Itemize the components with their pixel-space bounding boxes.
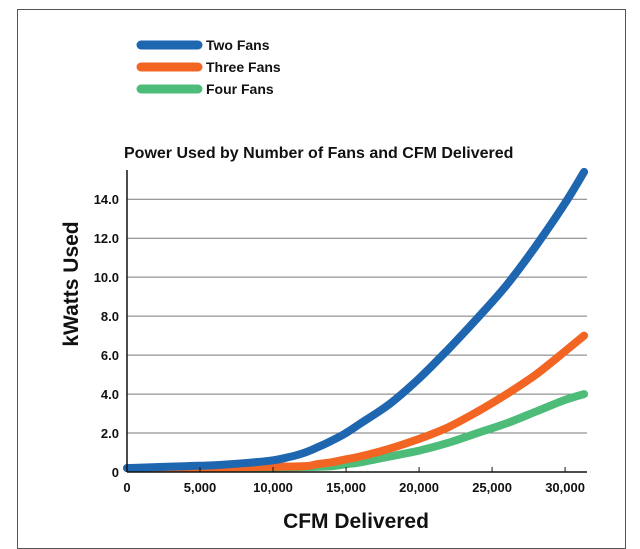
y-tick-label: 14.0 [94, 192, 119, 207]
y-tick-label: 0 [112, 465, 119, 480]
legend-label: Three Fans [206, 59, 281, 75]
legend-label: Four Fans [206, 81, 274, 97]
chart-frame [17, 9, 626, 549]
y-tick-label: 6.0 [101, 348, 119, 363]
series-line-two-fans [123, 167, 589, 473]
y-axis-label: kWatts Used [60, 221, 83, 346]
legend-label: Two Fans [206, 37, 270, 53]
x-tick-label: 15,000 [326, 480, 366, 495]
y-tick-label: 2.0 [101, 426, 119, 441]
x-tick-label: 25,000 [472, 480, 512, 495]
x-tick-label: 10,000 [253, 480, 293, 495]
chart-title: Power Used by Number of Fans and CFM Del… [124, 145, 513, 162]
x-tick-label: 5,000 [184, 480, 217, 495]
grid-lines [127, 198, 587, 434]
y-tick-label: 4.0 [101, 387, 119, 402]
x-tick-label: 30,000 [545, 480, 585, 495]
x-axis-label: CFM Delivered [283, 510, 429, 533]
legend: Two Fans Three Fans Four Fans [136, 37, 281, 97]
series-lines [123, 167, 589, 473]
y-tick-label: 10.0 [94, 270, 119, 285]
y-tick-label: 12.0 [94, 231, 119, 246]
y-tick-label: 8.0 [101, 309, 119, 324]
x-tick-label: 20,000 [399, 480, 439, 495]
x-tick-label: 0 [123, 480, 130, 495]
series-line-three-fans [123, 331, 589, 473]
axes: 0 2.0 4.0 6.0 8.0 10.0 12.0 14.0 0 5,000 10,000 15,… [94, 170, 587, 495]
